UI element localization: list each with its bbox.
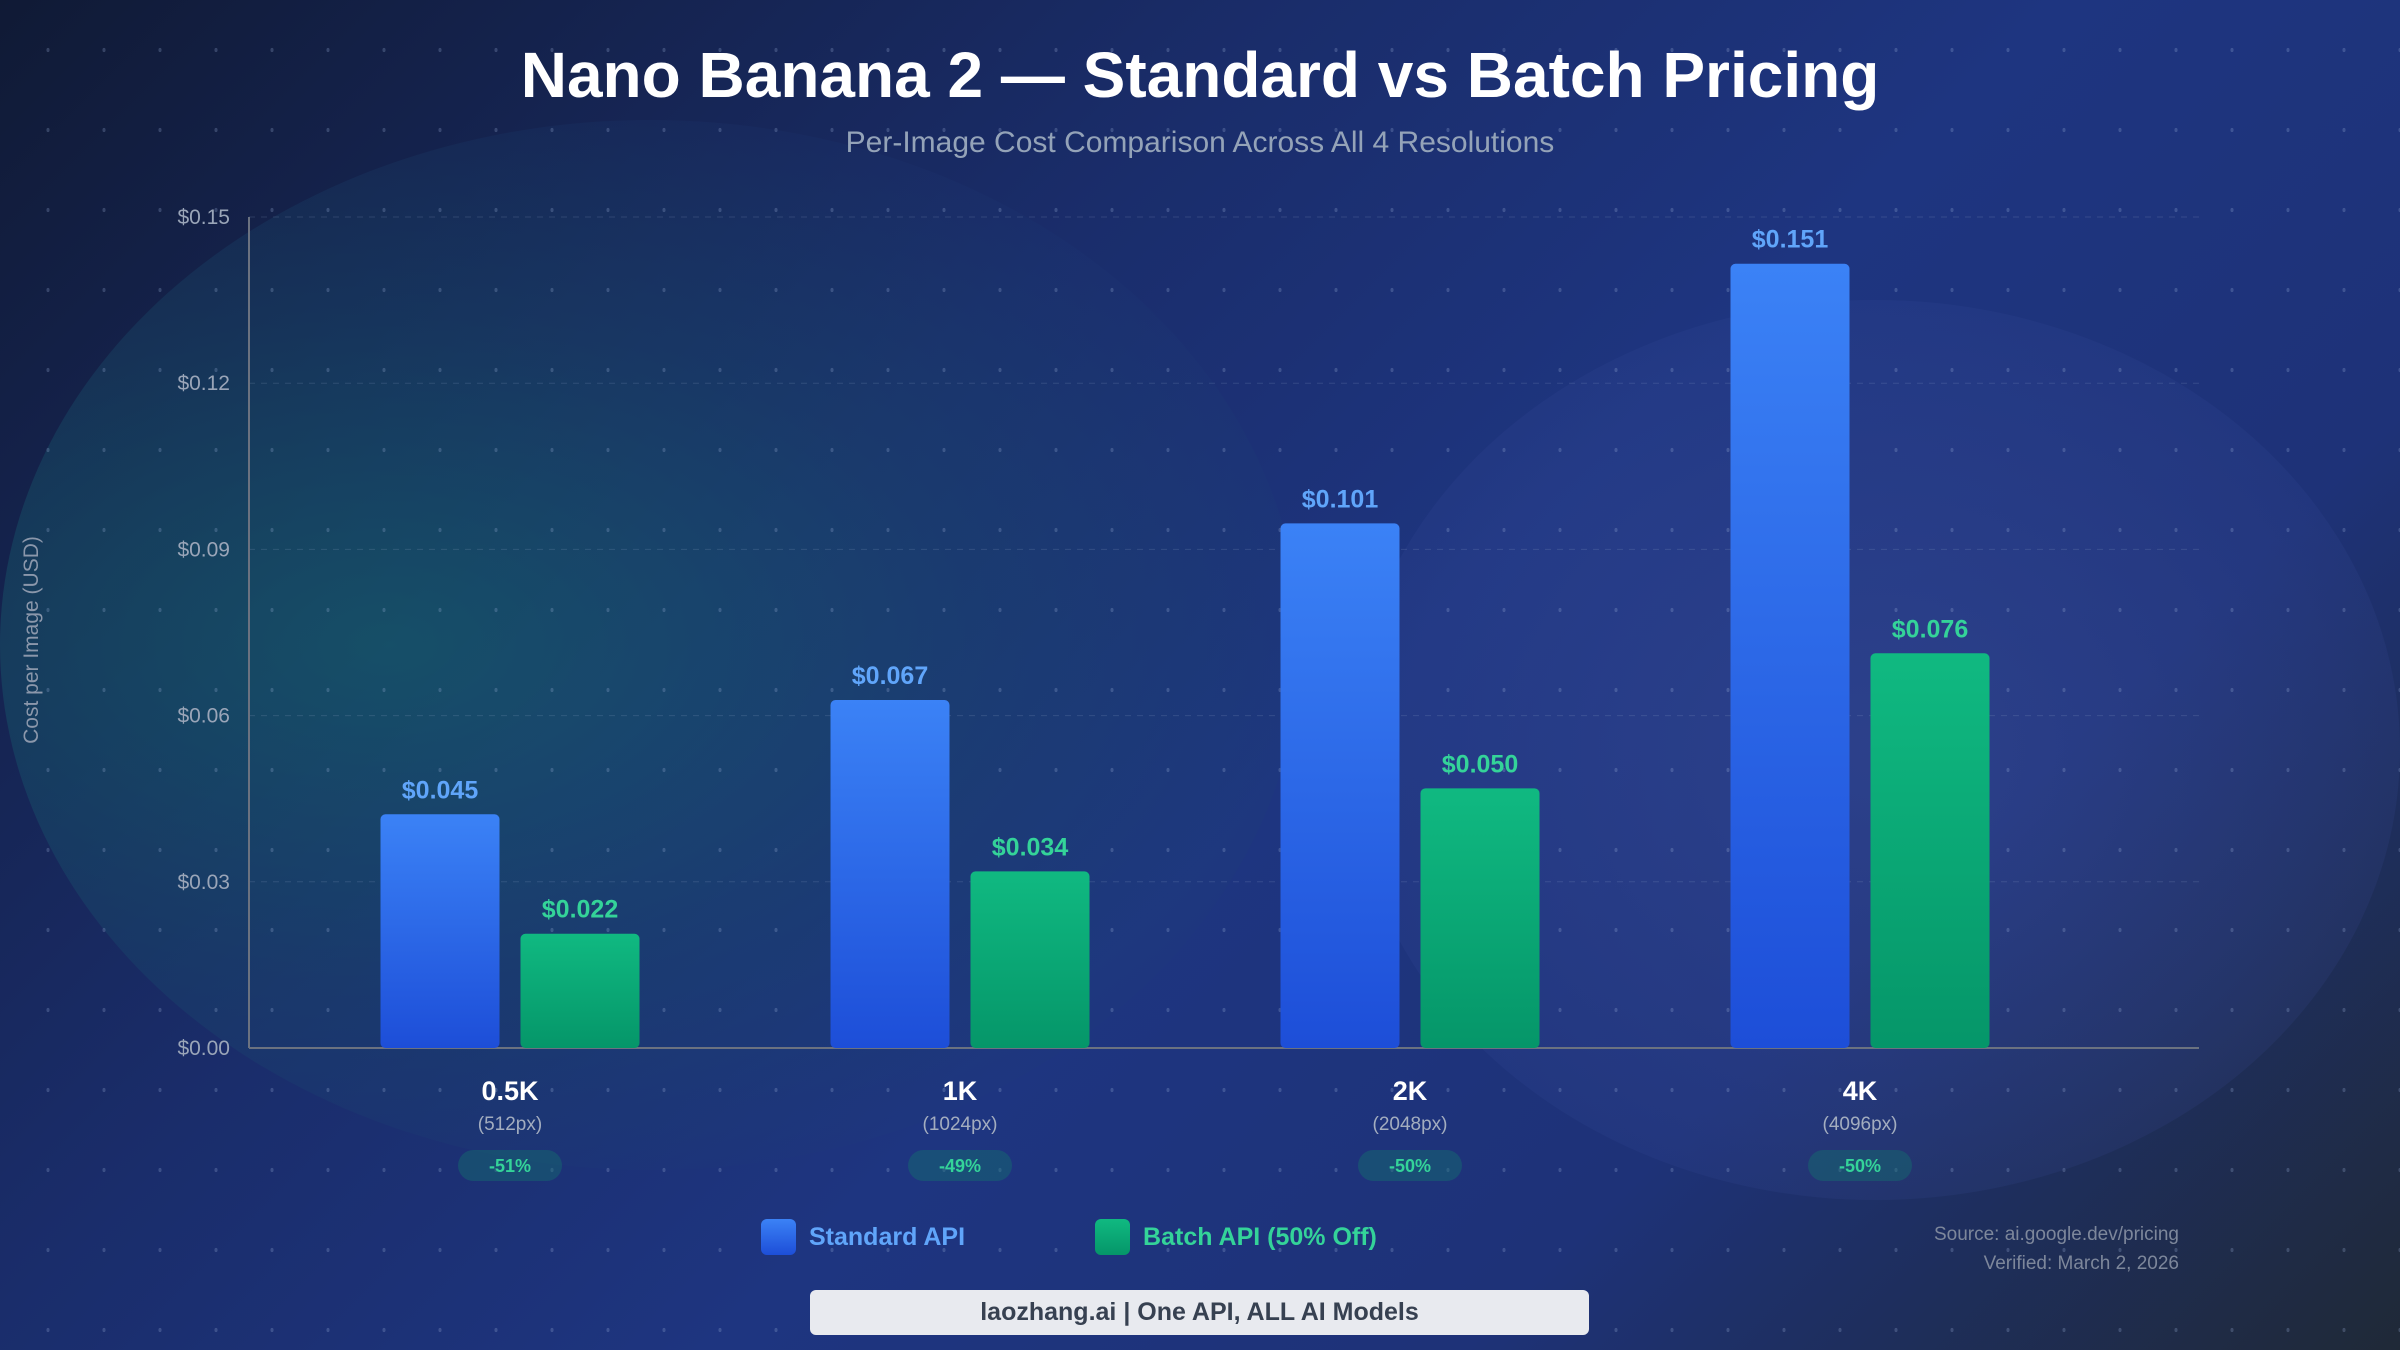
bar-standard [380, 814, 500, 1048]
y-tick-label: $0.00 [177, 1037, 230, 1060]
x-tick-label: 0.5K [481, 1076, 539, 1106]
footer-banner: laozhang.ai | One API, ALL AI Models [810, 1290, 1589, 1335]
y-axis-label: Cost per Image (USD) [20, 536, 43, 744]
savings-badge-text: -50% [1389, 1156, 1431, 1176]
x-tick-label: 1K [943, 1076, 978, 1106]
bar-batch [970, 871, 1090, 1048]
x-tick-sublabel: (512px) [478, 1114, 542, 1135]
y-tick-label: $0.06 [177, 705, 230, 728]
y-tick-label: $0.12 [177, 372, 230, 395]
bar-standard [1280, 523, 1400, 1048]
savings-badge-text: -51% [489, 1156, 531, 1176]
savings-badge-text: -50% [1839, 1156, 1881, 1176]
savings-badge [1358, 1150, 1462, 1181]
legend-swatch-standard [761, 1219, 796, 1255]
legend-swatch-batch [1095, 1219, 1131, 1255]
data-label: $0.076 [1892, 615, 1968, 643]
data-label: $0.050 [1442, 750, 1518, 778]
data-label: $0.101 [1302, 485, 1379, 513]
data-label: $0.022 [542, 896, 618, 924]
savings-badge-text: -49% [939, 1156, 981, 1176]
source-line: Source: ai.google.dev/pricing [1933, 1224, 2179, 1245]
savings-badge [908, 1150, 1012, 1181]
bar-batch [1870, 653, 1990, 1048]
savings-badge [458, 1150, 562, 1181]
x-tick-label: 4K [1843, 1076, 1878, 1106]
data-label: $0.034 [992, 833, 1069, 861]
data-label: $0.067 [852, 662, 928, 690]
data-label: $0.045 [402, 776, 479, 804]
legend-item-batch: Batch API (50% Off) [1095, 1219, 1377, 1255]
savings-badge [1808, 1150, 1912, 1181]
x-tick-sublabel: (2048px) [1373, 1114, 1448, 1135]
bar-standard [1730, 263, 1850, 1048]
source-note: Source: ai.google.dev/pricing Verified: … [1934, 1220, 2179, 1278]
chart-subtitle: Per-Image Cost Comparison Across All 4 R… [845, 126, 1555, 159]
legend-label-standard: Standard API [809, 1222, 966, 1251]
legend-label-batch: Batch API (50% Off) [1143, 1222, 1377, 1251]
data-label: $0.151 [1752, 226, 1829, 254]
verified-line: Verified: March 2, 2026 [1983, 1253, 2179, 1274]
y-tick-label: $0.03 [177, 871, 230, 894]
y-tick-label: $0.15 [177, 206, 230, 229]
legend-item-standard: Standard API [761, 1219, 965, 1255]
chart-title: Nano Banana 2 — Standard vs Batch Pricin… [520, 39, 1880, 111]
bar-standard [830, 700, 950, 1048]
x-tick-sublabel: (4096px) [1823, 1114, 1898, 1135]
bar-batch [520, 933, 640, 1048]
y-tick-label: $0.09 [177, 538, 230, 561]
x-tick-sublabel: (1024px) [923, 1114, 998, 1135]
x-tick-label: 2K [1393, 1076, 1428, 1106]
bar-batch [1420, 788, 1540, 1048]
legend: Standard API Batch API (50% Off) [761, 1219, 1377, 1255]
